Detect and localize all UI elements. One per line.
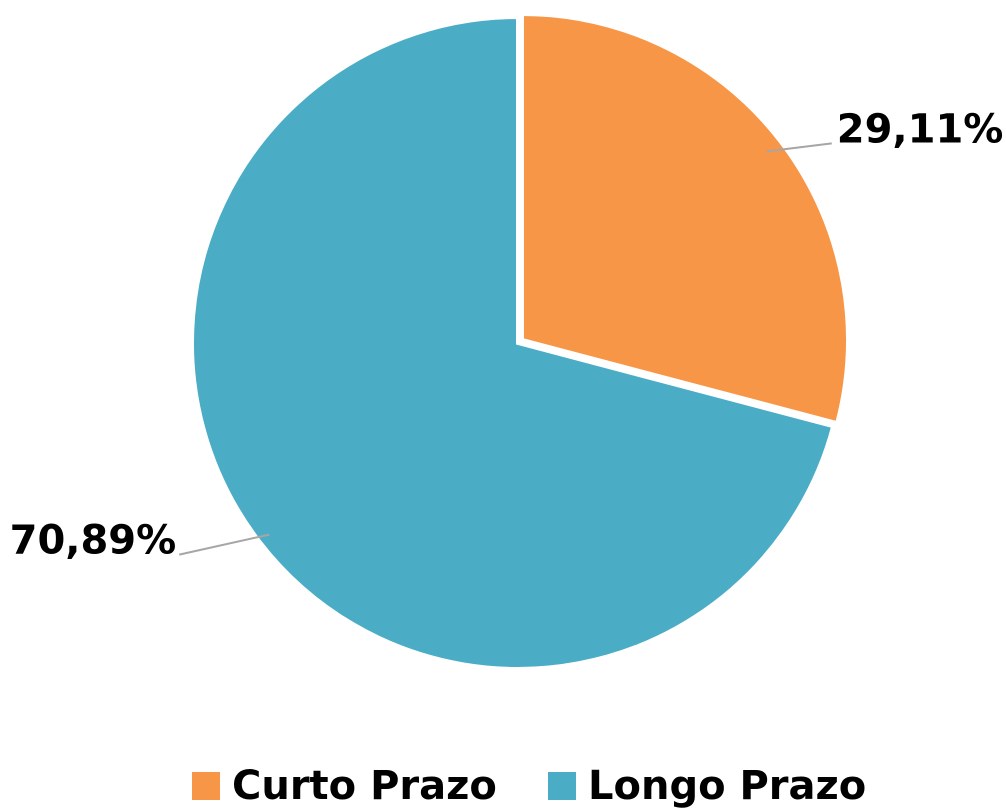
legend-swatch — [548, 772, 576, 800]
legend-label: Longo Prazo — [588, 763, 866, 809]
pie-slice — [190, 14, 836, 671]
data-label: 29,11% — [837, 106, 1004, 152]
data-label: 70,89% — [10, 518, 177, 564]
leader-line — [179, 533, 270, 556]
leader-line — [766, 142, 832, 153]
pie-slice — [519, 11, 850, 426]
legend-label: Curto Prazo — [232, 763, 497, 809]
legend-swatch — [192, 772, 220, 800]
